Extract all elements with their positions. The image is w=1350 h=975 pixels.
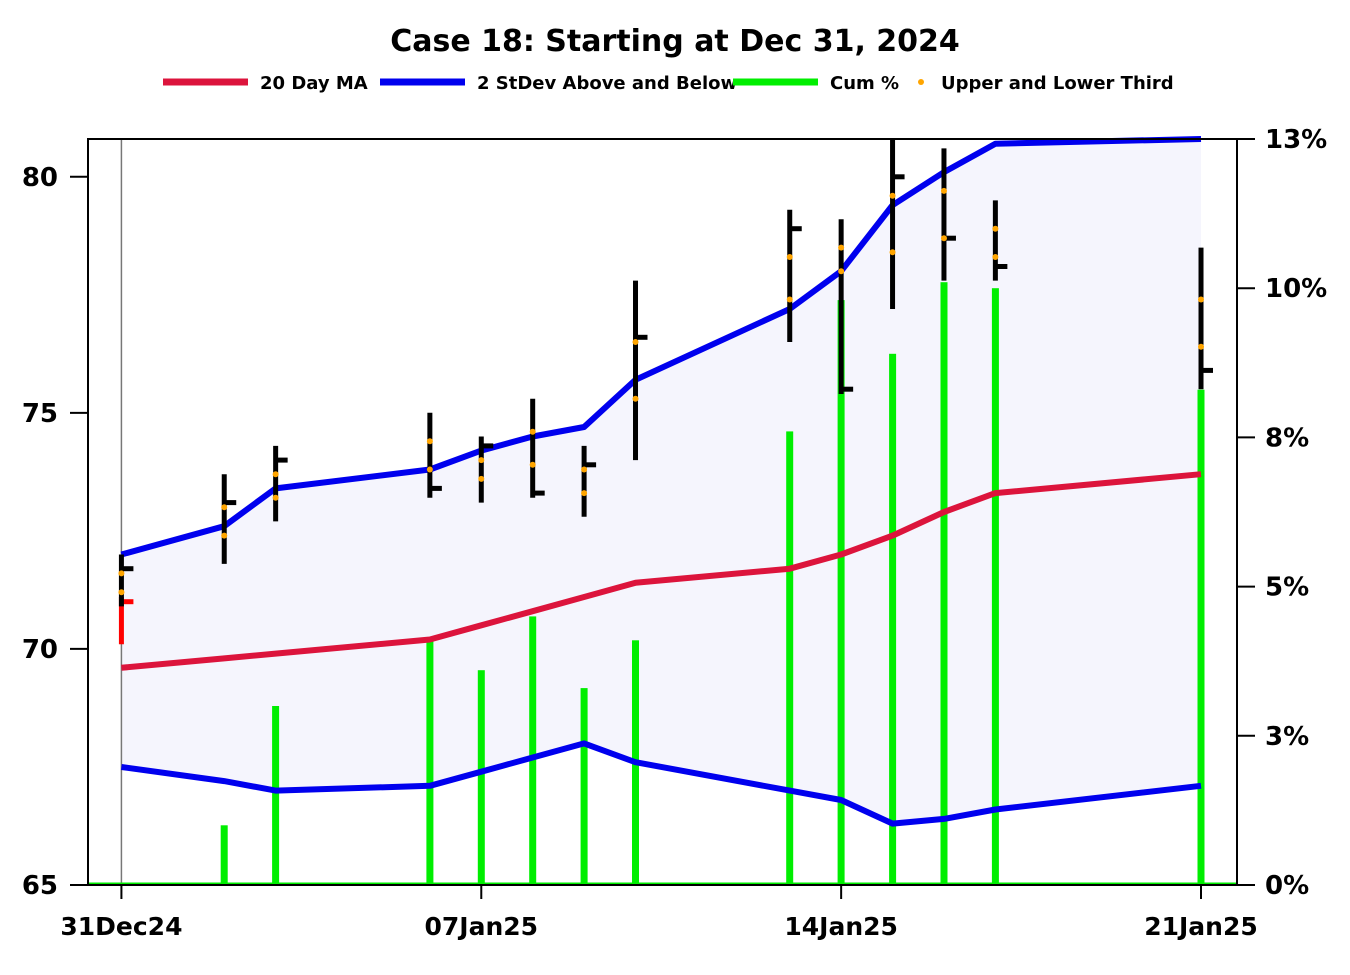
y-left-tick-label: 70: [22, 635, 58, 665]
lower-third-dot: [426, 466, 433, 473]
upper-third-dot: [272, 471, 279, 478]
series-line-ma: [121, 471, 1202, 671]
lower-third-dot: [1198, 343, 1205, 350]
lower-third-dot: [940, 235, 947, 242]
y-right-tick-label: 13%: [1265, 125, 1327, 155]
x-tick-label: 21Jan25: [1144, 912, 1258, 941]
cum-bar: [1197, 389, 1205, 885]
lower-third-dot: [581, 490, 588, 497]
lower-third-dot: [632, 395, 639, 402]
lower-third-dot: [889, 249, 896, 256]
x-tick-label: 31Dec24: [60, 912, 182, 941]
legend-swatch-thirds: [918, 79, 924, 85]
series-line-lower: [120, 740, 1202, 827]
upper-third-dot: [786, 254, 793, 260]
legend: 20 Day MA 2 StDev Above and Below Cum % …: [163, 73, 1174, 94]
x-tick-label: 14Jan25: [784, 912, 898, 941]
plot-frame: [87, 138, 1238, 886]
chart-title: Case 18: Starting at Dec 31, 2024: [390, 24, 960, 59]
y-right-tick-label: 5%: [1265, 573, 1309, 603]
series-lines: [120, 136, 1202, 827]
lower-third-dot: [272, 494, 279, 501]
y-left-tick-label: 80: [22, 163, 58, 193]
cum-bar: [580, 688, 588, 885]
plot-area: [87, 136, 1238, 886]
legend-label-cum: Cum %: [830, 73, 899, 94]
x-axis: 31Dec24 07Jan25 14Jan25 21Jan25: [60, 885, 1258, 941]
cum-bar: [991, 288, 999, 885]
cum-bar: [837, 300, 845, 886]
y-axis-left: 65 70 75 80: [22, 163, 88, 901]
band-fill: [121, 139, 1201, 824]
lower-third-dot: [786, 296, 793, 303]
legend-label-band: 2 StDev Above and Below: [477, 73, 737, 94]
upper-third-dot: [426, 438, 433, 445]
x-tick-label: 07Jan25: [425, 912, 539, 941]
upper-third-dot: [940, 187, 947, 194]
cum-bar: [477, 670, 485, 885]
cum-bar: [889, 353, 897, 885]
legend-label-ma: 20 Day MA: [260, 73, 368, 94]
upper-third-dot: [581, 466, 588, 473]
cum-bar: [786, 431, 794, 885]
upper-third-dot: [1198, 296, 1205, 303]
upper-third-dot: [118, 570, 125, 577]
upper-third-dot: [632, 339, 639, 345]
lower-third-dot: [992, 254, 999, 260]
y-right-tick-label: 10%: [1265, 274, 1327, 304]
lower-third-dot: [221, 532, 228, 539]
lower-third-dot: [838, 268, 845, 275]
cum-bar: [220, 825, 228, 885]
upper-third-dot: [221, 504, 228, 511]
legend-label-thirds: Upper and Lower Third: [941, 73, 1174, 94]
upper-third-dot: [478, 457, 485, 464]
cum-bar: [426, 640, 434, 885]
series-line-upper: [120, 136, 1202, 558]
cum-bar: [272, 706, 280, 885]
upper-third-dot: [889, 192, 896, 199]
lower-third-dot: [529, 461, 536, 468]
cum-bar: [529, 616, 537, 885]
y-right-tick-label: 0%: [1265, 871, 1309, 901]
cum-bar: [940, 282, 948, 885]
ohlc-bars: [118, 139, 1214, 645]
lower-third-dot: [478, 475, 485, 482]
upper-third-dot: [992, 225, 999, 232]
lower-third-dot: [118, 589, 125, 596]
y-left-tick-label: 65: [22, 871, 58, 901]
y-left-tick-label: 75: [22, 399, 58, 429]
y-right-tick-label: 3%: [1265, 722, 1309, 752]
y-right-tick-label: 8%: [1265, 423, 1309, 453]
upper-third-dot: [838, 244, 845, 251]
third-dots: [118, 187, 1205, 596]
upper-third-dot: [529, 428, 536, 435]
y-axis-right: 0% 3% 5% 8% 10% 13%: [1237, 125, 1327, 901]
